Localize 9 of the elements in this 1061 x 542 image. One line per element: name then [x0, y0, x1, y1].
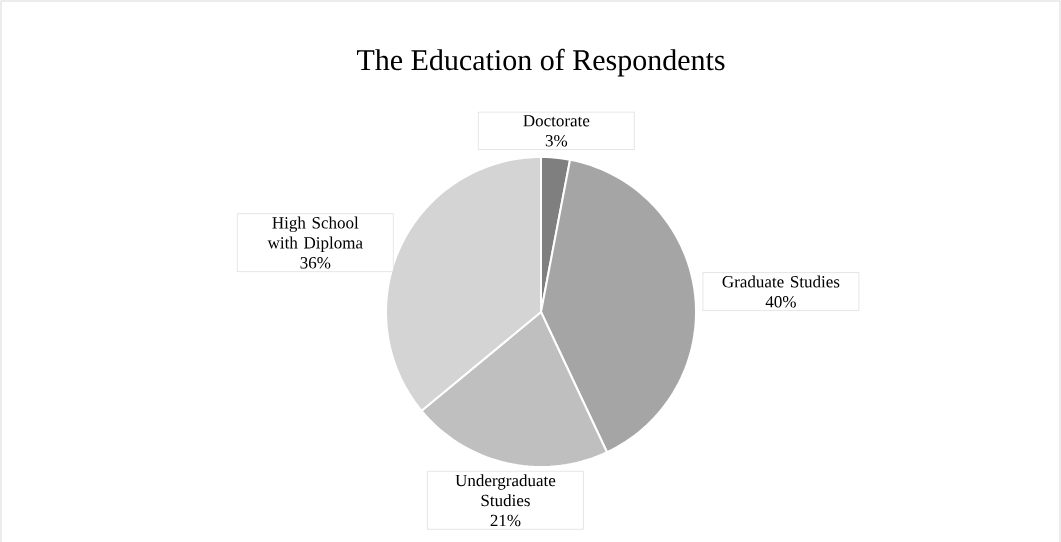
- slice-label: High School with Diploma: [267, 216, 363, 253]
- data-label: 21%: [490, 514, 521, 527]
- slice-label: Undergraduate Studies: [455, 474, 556, 507]
- data-label: 36%: [300, 257, 331, 269]
- chart-title: The Education of Respondents: [357, 48, 725, 77]
- data-label: 40%: [765, 296, 796, 308]
- slice-label: Doctorate: [523, 115, 590, 127]
- slice-label: Graduate Studies: [722, 275, 840, 288]
- data-label: 3%: [545, 134, 568, 147]
